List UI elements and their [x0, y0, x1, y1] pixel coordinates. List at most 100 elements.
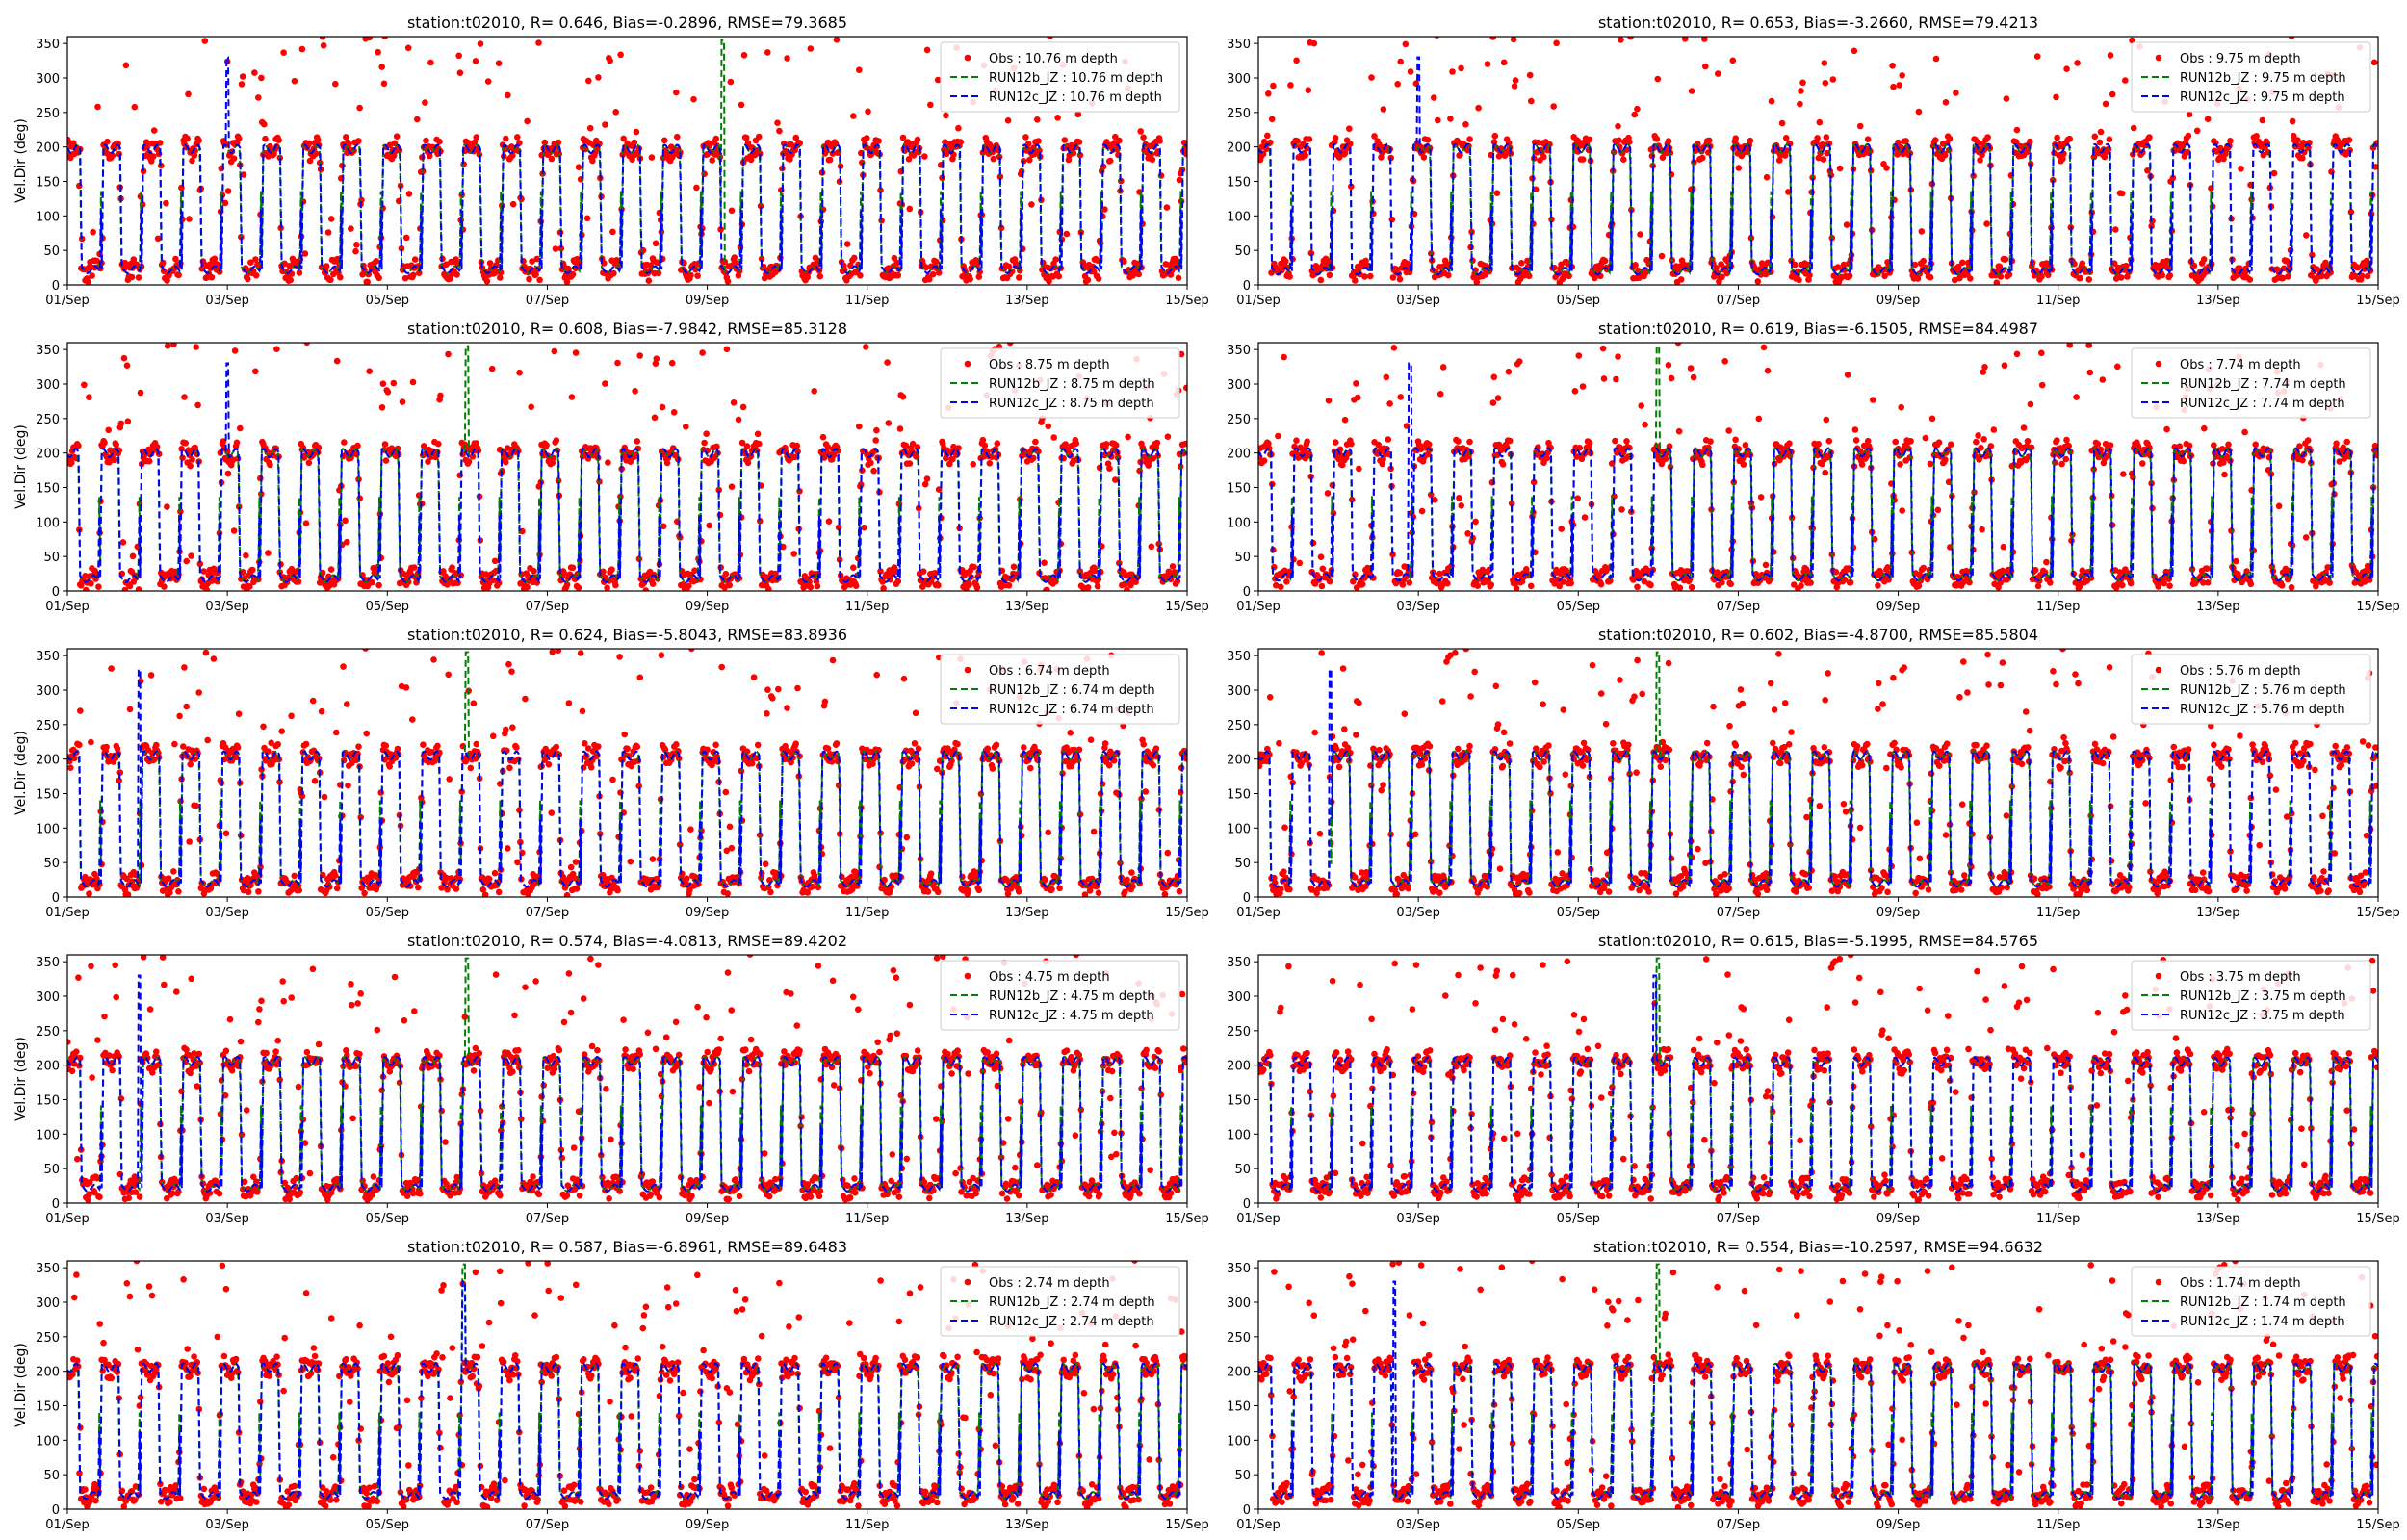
obs-point: [298, 45, 306, 53]
obs-point: [247, 259, 254, 267]
obs-point: [1016, 274, 1022, 281]
obs-point: [1647, 581, 1654, 589]
obs-point: [469, 453, 477, 460]
x-tick-label: 01/Sep: [45, 294, 89, 308]
obs-point: [602, 380, 608, 387]
obs-point: [2097, 128, 2105, 136]
obs-point: [327, 276, 334, 284]
obs-point: [333, 357, 341, 365]
subplot-title: station:t02010, R= 0.646, Bias=-0.2896, …: [407, 13, 847, 32]
obs-point: [697, 576, 704, 583]
legend-marker-obs: [2155, 360, 2162, 368]
x-tick-label: 13/Sep: [2196, 600, 2239, 614]
obs-point: [2299, 456, 2306, 464]
obs-point: [852, 582, 860, 589]
obs-point: [780, 543, 787, 551]
obs-point: [181, 394, 188, 400]
obs-point: [210, 655, 218, 662]
obs-point: [187, 462, 194, 470]
obs-point: [178, 446, 185, 452]
obs-point: [1798, 88, 1804, 94]
obs-point: [2146, 134, 2153, 141]
obs-point: [1293, 57, 1300, 64]
obs-point: [409, 378, 417, 386]
obs-point: [668, 359, 676, 367]
obs-point: [934, 76, 942, 84]
obs-point: [836, 556, 843, 563]
obs-point: [1600, 375, 1608, 382]
obs-point: [747, 156, 755, 164]
obs-point: [563, 278, 571, 285]
subplot-4: station:t02010, R= 0.619, Bias=-6.1505, …: [1227, 320, 2400, 614]
obs-point: [891, 254, 898, 262]
obs-point: [1757, 494, 1765, 500]
obs-point: [161, 583, 168, 590]
obs-point: [1715, 70, 1721, 77]
obs-point: [1050, 434, 1057, 441]
obs-point: [550, 454, 557, 462]
obs-point: [214, 578, 221, 585]
y-tick-label: 200: [36, 141, 60, 156]
obs-point: [1675, 427, 1683, 435]
obs-point: [170, 868, 177, 875]
obs-point: [1137, 128, 1144, 135]
y-axis-label: Vel.Dir (deg): [13, 424, 29, 509]
obs-point: [153, 741, 160, 749]
obs-point: [426, 152, 433, 160]
obs-point: [629, 156, 635, 163]
obs-point: [176, 712, 183, 720]
obs-point: [1966, 578, 1973, 586]
obs-point: [996, 173, 1004, 180]
obs-point: [189, 456, 195, 463]
obs-point: [233, 439, 241, 447]
obs-point: [1677, 276, 1685, 283]
obs-point: [188, 552, 194, 559]
obs-point: [659, 403, 666, 411]
obs-point: [793, 442, 801, 449]
subplot-title: station:t02010, R= 0.653, Bias=-3.2660, …: [1598, 13, 2038, 32]
obs-point: [369, 578, 375, 586]
obs-point: [368, 335, 375, 342]
obs-point: [1653, 136, 1661, 142]
obs-point: [1488, 581, 1494, 588]
obs-point: [252, 368, 259, 375]
y-tick-label: 50: [43, 551, 60, 565]
obs-point: [660, 137, 668, 144]
obs-point: [229, 456, 237, 464]
obs-point: [1169, 563, 1177, 570]
obs-point: [2358, 272, 2366, 280]
obs-point: [1786, 440, 1793, 448]
obs-point: [1061, 137, 1069, 143]
obs-point: [701, 439, 708, 447]
obs-point: [568, 394, 576, 400]
obs-point: [186, 838, 193, 845]
obs-point: [443, 261, 450, 269]
obs-point: [1983, 220, 1990, 227]
obs-point: [153, 443, 161, 450]
obs-point: [742, 134, 750, 141]
obs-point: [137, 389, 144, 397]
obs-point: [1618, 506, 1625, 513]
obs-point: [1735, 165, 1743, 171]
obs-point: [81, 381, 88, 389]
obs-point: [927, 101, 934, 109]
obs-point: [126, 582, 134, 590]
obs-point: [1508, 500, 1515, 507]
obs-point: [1348, 183, 1355, 190]
obs-point: [1518, 260, 1525, 267]
obs-point: [2201, 424, 2208, 432]
obs-point: [280, 49, 287, 56]
obs-point: [896, 425, 904, 432]
y-tick-label: 350: [36, 38, 60, 52]
obs-point: [921, 153, 928, 160]
obs-point: [1447, 116, 1454, 122]
obs-point: [195, 689, 202, 696]
obs-point: [2303, 232, 2310, 239]
obs-point: [1091, 567, 1099, 575]
obs-point: [472, 58, 479, 64]
obs-point: [366, 368, 374, 375]
obs-point: [305, 140, 313, 147]
obs-point: [1883, 165, 1890, 171]
obs-point: [320, 42, 327, 49]
obs-point: [2278, 582, 2286, 589]
